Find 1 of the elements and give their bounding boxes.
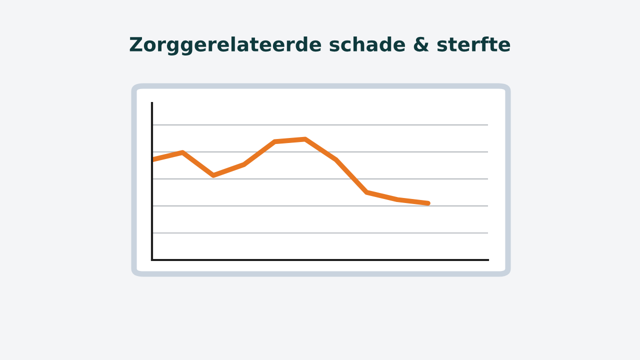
chart-title: Zorggerelateerde schade & sterfte <box>130 36 510 56</box>
